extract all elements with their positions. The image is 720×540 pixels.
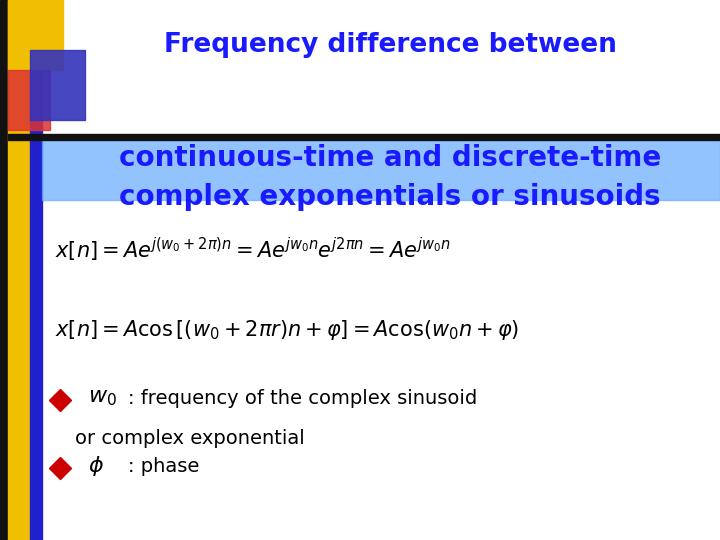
Bar	[8, 134, 720, 140]
Text: $\phi$: $\phi$	[88, 454, 104, 478]
Bar	[0, 0, 8, 540]
Bar	[30, 0, 42, 540]
Bar	[30, 50, 85, 120]
Text: continuous-time and discrete-time: continuous-time and discrete-time	[119, 144, 661, 172]
Bar	[8, 70, 50, 130]
Text: : phase: : phase	[128, 456, 199, 476]
Text: : frequency of the complex sinusoid: : frequency of the complex sinusoid	[128, 388, 477, 408]
Text: complex exponentials or sinusoids: complex exponentials or sinusoids	[120, 183, 661, 211]
Text: $x[n] = Ae^{j(w_0+2\pi)n} = Ae^{jw_0 n}e^{j2\pi n} = Ae^{jw_0 n}$: $x[n] = Ae^{j(w_0+2\pi)n} = Ae^{jw_0 n}e…	[55, 236, 451, 264]
Text: Frequency difference between: Frequency difference between	[163, 32, 616, 58]
Text: or complex exponential: or complex exponential	[75, 429, 305, 448]
Text: $x[n] = A\cos\left[(w_0+2\pi r)n+\varphi\right] = A\cos(w_0 n+\varphi)$: $x[n] = A\cos\left[(w_0+2\pi r)n+\varphi…	[55, 318, 519, 342]
Bar	[8, 0, 30, 540]
Bar	[8, 0, 63, 70]
Text: $w_0$: $w_0$	[88, 388, 117, 408]
Bar	[42, 138, 720, 200]
